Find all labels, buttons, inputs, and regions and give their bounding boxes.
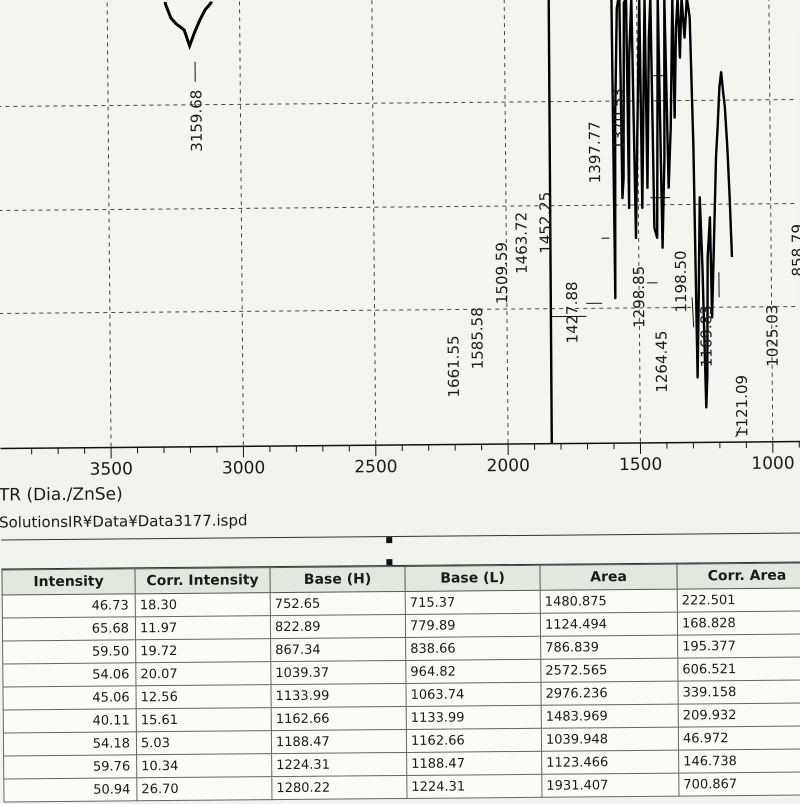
peak-label: 1661.55 [446, 335, 462, 397]
table-cell: 822.89 [270, 614, 405, 638]
column-header[interactable]: Area [540, 564, 677, 590]
table-cell: 1162.66 [271, 706, 406, 730]
peak-label: 1370.53 [611, 88, 627, 150]
table-cell: 606.521 [678, 657, 800, 681]
peak-label: 1121.09 [735, 375, 751, 437]
table-cell: 10.34 [137, 754, 272, 778]
file-path-label: SolutionsIR¥Data¥Data3177.ispd [0, 511, 248, 531]
column-header[interactable]: Base (H) [270, 566, 405, 592]
table-cell: 1480.875 [540, 589, 677, 613]
x-axis-title: TR (Dia./ZnSe) [0, 484, 123, 505]
table-cell: 54.06 [3, 663, 136, 687]
table-cell: 168.828 [677, 611, 800, 635]
peak-label: 1427.88 [565, 281, 581, 343]
table-cell: 15.61 [136, 708, 271, 732]
table-cell: 26.70 [137, 777, 272, 801]
table-cell: 65.68 [2, 617, 135, 641]
peak-label: 1509.59 [495, 242, 511, 304]
table-cell: 838.66 [406, 636, 541, 660]
table-cell: 715.37 [405, 590, 540, 614]
table-cell: 40.11 [3, 709, 136, 733]
x-tick-label: 2000 [487, 456, 530, 476]
column-header[interactable]: Corr. Area [677, 563, 800, 589]
table-cell: 146.738 [679, 749, 800, 773]
table-cell: 786.839 [541, 635, 678, 659]
table-cell: 1931.407 [542, 773, 679, 797]
table-cell: 18.30 [135, 593, 270, 617]
table-cell: 339.158 [678, 680, 800, 704]
table-cell: 46.73 [2, 594, 135, 618]
peak-label: 1463.72 [514, 212, 530, 274]
table-cell: 1224.31 [407, 774, 542, 798]
table-cell: 700.867 [679, 772, 800, 796]
table-cell: 867.34 [271, 637, 406, 661]
x-tick-label: 3500 [90, 459, 133, 479]
table-cell: 1162.66 [406, 728, 541, 752]
table-cell: 1124.494 [540, 612, 677, 636]
table-cell: 1483.969 [541, 704, 678, 728]
table-cell: 195.377 [678, 634, 800, 658]
table-cell: 222.501 [677, 588, 800, 612]
table-cell: 1133.99 [271, 683, 406, 707]
table-cell: 2572.565 [541, 658, 678, 682]
peak-label: 1169.83 [699, 305, 715, 367]
table-cell: 209.932 [678, 703, 800, 727]
peak-label: 1397.77 [588, 121, 604, 183]
table-cell: 54.18 [3, 732, 136, 756]
peak-label: 1452.25 [538, 192, 554, 254]
x-tick-label: 3000 [222, 458, 265, 478]
table-cell: 5.03 [136, 731, 271, 755]
table-cell: 1063.74 [406, 682, 541, 706]
column-header[interactable]: Base (L) [405, 565, 540, 591]
x-tick-label: 1000 [751, 454, 794, 474]
table-cell: 59.50 [3, 640, 136, 664]
x-tick-label: 1500 [619, 455, 662, 475]
table-cell: 779.89 [405, 613, 540, 637]
table-cell: 46.972 [678, 726, 800, 750]
splitter-handle-icon[interactable] [386, 537, 392, 565]
table-cell: 964.82 [406, 659, 541, 683]
table-cell: 1280.22 [272, 775, 407, 799]
plot-area [0, 0, 800, 448]
table-cell: 45.06 [3, 686, 136, 710]
spectrum-svg [0, 0, 800, 473]
column-header[interactable]: Corr. Intensity [135, 568, 270, 594]
peak-label: 1264.45 [654, 331, 670, 393]
peak-label: 1585.58 [470, 307, 486, 369]
table-cell: 1039.948 [541, 727, 678, 751]
peak-label: 1198.50 [674, 250, 690, 312]
peak-label: 3159.68 [189, 90, 205, 152]
table-cell: 2976.236 [541, 681, 678, 705]
x-tick-label: 2500 [354, 457, 397, 477]
table-cell: 11.97 [135, 616, 270, 640]
table-cell: 50.94 [4, 778, 137, 802]
table-cell: 1188.47 [407, 751, 542, 775]
column-header[interactable]: Intensity [2, 569, 135, 595]
table-cell: 59.76 [4, 755, 137, 779]
table-cell: 19.72 [136, 639, 271, 663]
table-cell: 1123.466 [542, 750, 679, 774]
peak-label: 1025.03 [765, 305, 781, 367]
peak-table[interactable]: Intensity Corr. Intensity Base (H) Base … [1, 562, 800, 802]
table-cell: 752.65 [270, 591, 405, 615]
table-cell: 1039.37 [271, 660, 406, 684]
peak-label: 858.79 [790, 224, 800, 277]
peak-label: 1298.85 [632, 266, 648, 328]
table-cell: 12.56 [136, 685, 271, 709]
table-cell: 1133.99 [406, 705, 541, 729]
table-cell: 1224.31 [272, 752, 407, 776]
table-cell: 1188.47 [271, 729, 406, 753]
table-cell: 20.07 [136, 662, 271, 686]
